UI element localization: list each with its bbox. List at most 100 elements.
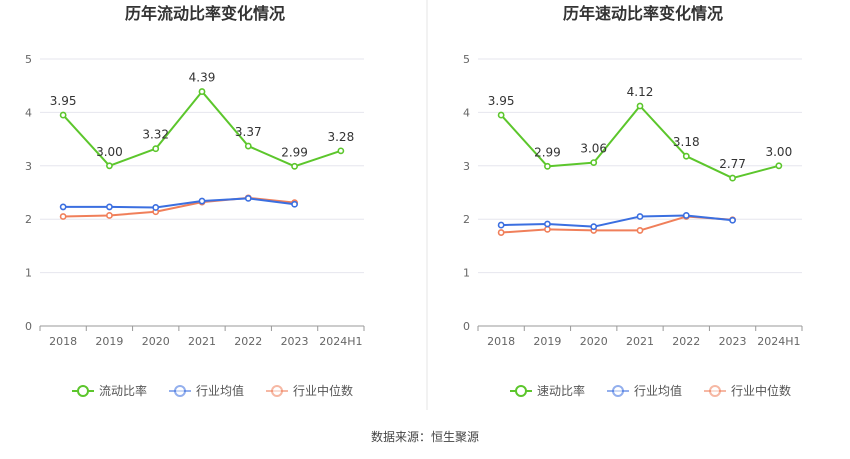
data-point[interactable] xyxy=(291,200,298,208)
data-source-note: 数据来源：恒生聚源 xyxy=(370,430,479,444)
data-point[interactable] xyxy=(682,212,690,219)
legend-marker-icon xyxy=(515,385,527,397)
x-tick-label: 2024H1 xyxy=(757,335,800,348)
data-label: 3.95 xyxy=(50,94,77,108)
x-tick-label: 2021 xyxy=(626,335,654,348)
x-tick-label: 2023 xyxy=(719,335,747,348)
data-label: 3.00 xyxy=(96,145,123,159)
data-point[interactable] xyxy=(152,204,160,211)
legend-label: 速动比率 xyxy=(537,383,585,398)
data-point[interactable] xyxy=(59,111,67,119)
data-point[interactable] xyxy=(544,225,551,233)
data-label: 3.37 xyxy=(235,125,262,139)
data-label: 3.06 xyxy=(580,142,607,156)
legend-label: 行业均值 xyxy=(634,383,682,398)
current-ratio-chart: 历年流动比率变化情况 0 1 2 3 4 5 2018 2019 2020 2021 2022 2023… xyxy=(25,4,365,398)
data-point[interactable] xyxy=(106,203,113,211)
data-label: 2.77 xyxy=(719,157,746,171)
data-point[interactable] xyxy=(198,88,206,95)
y-tick-label: 2 xyxy=(463,213,470,226)
data-point[interactable] xyxy=(544,220,551,228)
legend-marker-icon xyxy=(271,385,283,397)
x-tick-label: 2019 xyxy=(95,335,123,348)
x-tick-label: 2023 xyxy=(281,335,309,348)
legend-marker-icon xyxy=(77,385,89,397)
x-tick-label: 2022 xyxy=(672,335,700,348)
quick-ratio-chart: 历年速动比率变化情况 0 1 2 3 4 5 2018 2019 2020 2021 2022 2023… xyxy=(463,4,803,398)
data-label: 3.95 xyxy=(488,94,515,108)
y-tick-label: 1 xyxy=(25,267,32,280)
legend-marker-icon xyxy=(174,385,186,397)
data-point[interactable] xyxy=(337,147,345,155)
data-label: 3.18 xyxy=(673,135,700,149)
legend-marker-icon xyxy=(612,385,624,397)
y-tick-label: 1 xyxy=(463,267,470,280)
data-point[interactable] xyxy=(152,145,160,153)
x-tick-label: 2018 xyxy=(49,335,77,348)
legend-item[interactable]: 速动比率 xyxy=(510,383,585,398)
series-line xyxy=(501,214,733,228)
data-point[interactable] xyxy=(544,162,551,170)
legend-label: 行业均值 xyxy=(196,383,244,398)
y-tick-label: 2 xyxy=(25,213,32,226)
data-point[interactable] xyxy=(636,227,644,234)
legend-item[interactable]: 行业均值 xyxy=(169,383,244,398)
x-tick-label: 2019 xyxy=(533,335,561,348)
chart-legend: 速动比率 行业均值 行业中位数 xyxy=(510,383,791,398)
data-point[interactable] xyxy=(59,203,67,211)
data-label: 2.99 xyxy=(534,145,561,159)
data-point[interactable] xyxy=(775,162,783,170)
series-industry-average xyxy=(497,212,736,231)
legend-label: 行业中位数 xyxy=(293,383,353,398)
y-tick-label: 4 xyxy=(25,106,32,119)
series-main: 3.95 2.99 3.06 4.12 3.18 2.77 3.00 xyxy=(488,85,792,182)
data-point[interactable] xyxy=(497,221,505,229)
data-point[interactable] xyxy=(244,142,252,150)
legend-marker-icon xyxy=(709,385,721,397)
x-tick-label: 2021 xyxy=(188,335,216,348)
chart-title: 历年流动比率变化情况 xyxy=(125,4,285,23)
data-point[interactable] xyxy=(636,102,644,110)
data-point[interactable] xyxy=(291,162,298,170)
data-point[interactable] xyxy=(636,213,644,220)
data-point[interactable] xyxy=(106,212,113,219)
chart-title: 历年速动比率变化情况 xyxy=(563,4,723,23)
series-main: 3.95 3.00 3.32 4.39 3.37 2.99 3.28 xyxy=(50,71,354,170)
data-point[interactable] xyxy=(682,152,690,160)
x-tick-label: 2018 xyxy=(487,335,515,348)
legend-item[interactable]: 行业中位数 xyxy=(266,383,353,398)
series-line xyxy=(63,197,295,209)
data-point[interactable] xyxy=(590,159,598,166)
y-tick-label: 0 xyxy=(25,320,32,333)
data-point[interactable] xyxy=(497,111,505,119)
data-label: 3.28 xyxy=(327,130,354,144)
x-tick-label: 2020 xyxy=(580,335,608,348)
y-tick-label: 0 xyxy=(463,320,470,333)
data-point[interactable] xyxy=(244,194,252,202)
data-label: 4.12 xyxy=(627,85,654,99)
y-tick-label: 3 xyxy=(463,160,470,173)
data-point[interactable] xyxy=(729,216,736,224)
data-label: 4.39 xyxy=(189,71,216,85)
data-label: 3.32 xyxy=(142,128,169,142)
chart-legend: 流动比率 行业均值 行业中位数 xyxy=(72,383,353,398)
x-tick-label: 2022 xyxy=(234,335,262,348)
legend-item[interactable]: 行业中位数 xyxy=(704,383,791,398)
legend-item[interactable]: 行业均值 xyxy=(607,383,682,398)
data-point[interactable] xyxy=(729,174,736,182)
data-point[interactable] xyxy=(590,223,598,231)
y-tick-label: 4 xyxy=(463,106,470,119)
x-tick-label: 2024H1 xyxy=(319,335,362,348)
y-tick-label: 3 xyxy=(25,160,32,173)
data-point[interactable] xyxy=(106,162,113,170)
series-industry-average xyxy=(59,194,298,211)
legend-label: 行业中位数 xyxy=(731,383,791,398)
data-point[interactable] xyxy=(497,229,505,236)
data-label: 3.00 xyxy=(765,145,792,159)
data-point[interactable] xyxy=(198,197,206,205)
x-tick-label: 2020 xyxy=(142,335,170,348)
data-label: 2.99 xyxy=(281,145,308,159)
legend-item[interactable]: 流动比率 xyxy=(72,383,147,398)
legend-label: 流动比率 xyxy=(99,383,147,398)
data-point[interactable] xyxy=(59,213,67,220)
